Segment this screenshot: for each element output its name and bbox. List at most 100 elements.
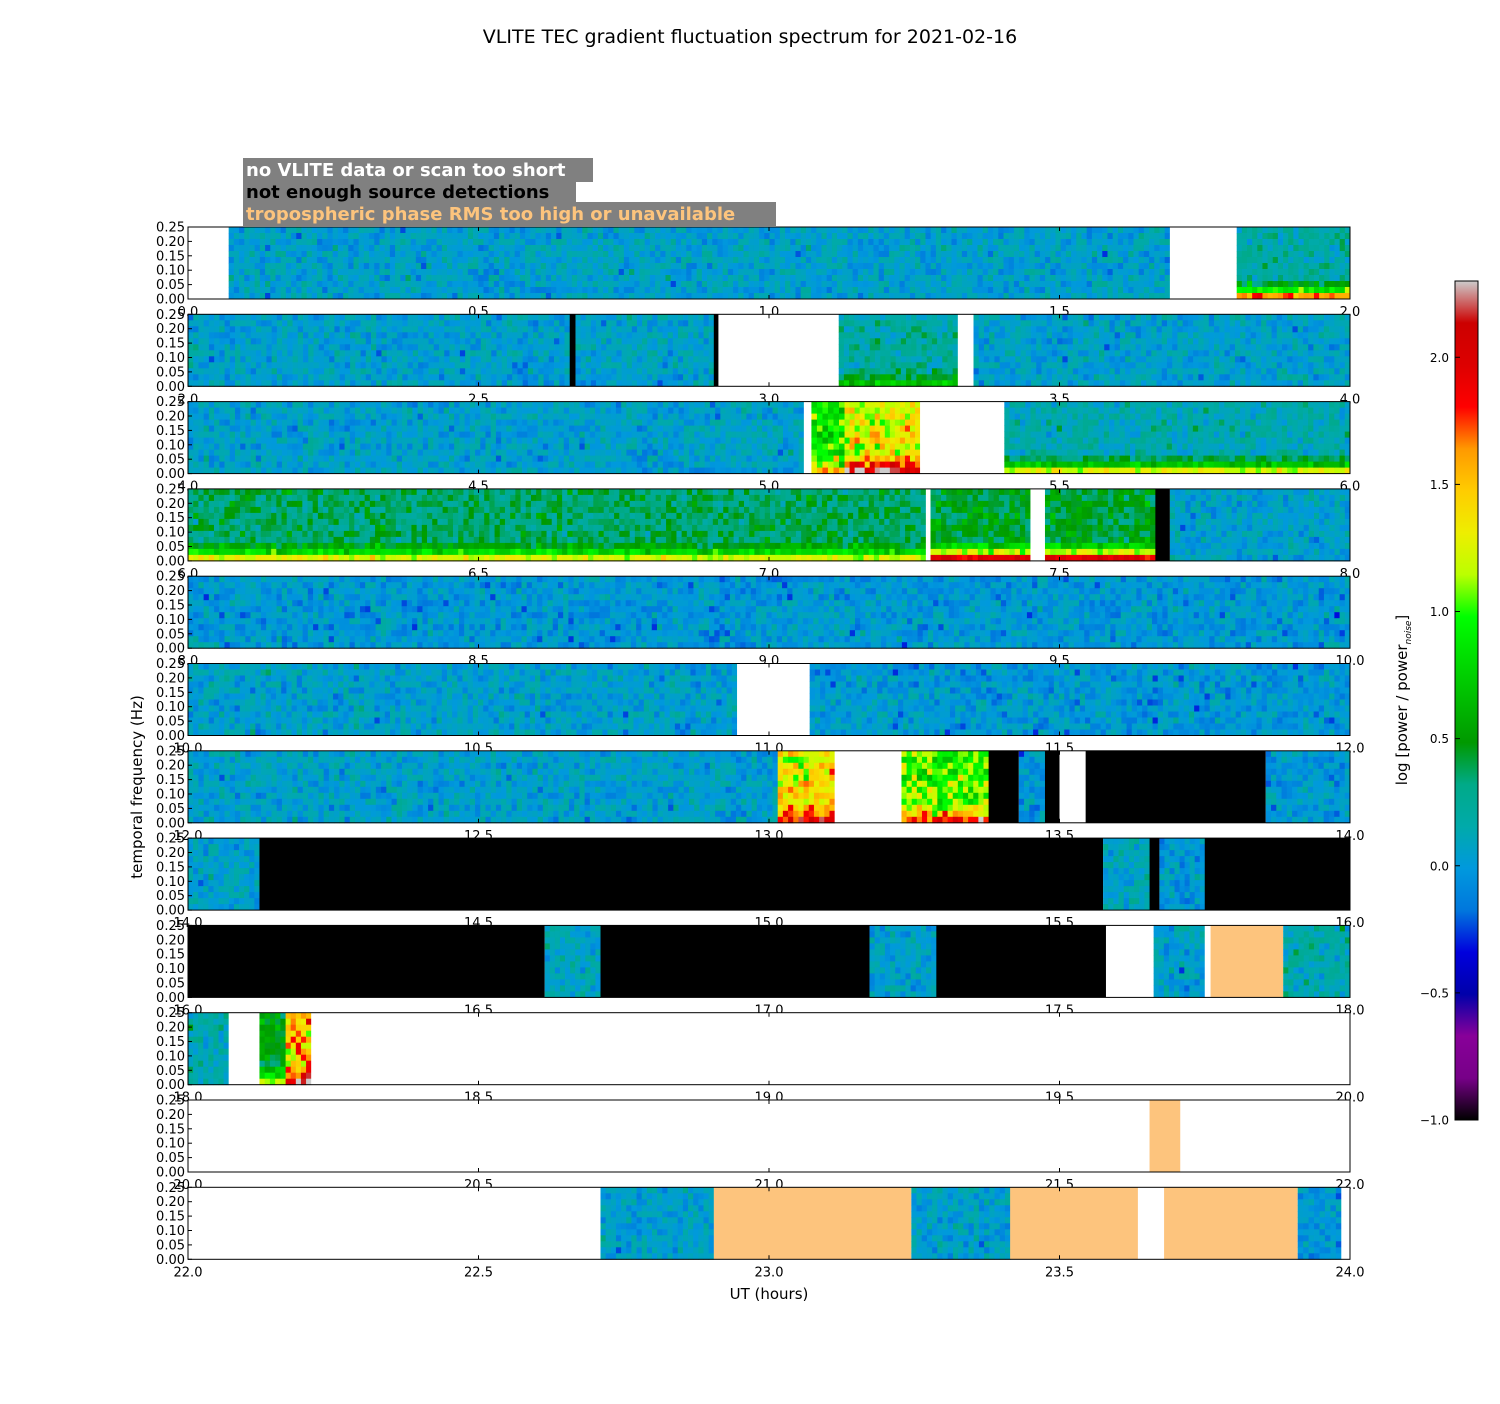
spectrum-cell <box>1092 233 1098 239</box>
spectrum-cell <box>613 287 619 293</box>
spectrum-cell <box>1277 362 1283 368</box>
spectrum-cell <box>541 281 547 287</box>
spectrum-cell <box>591 344 597 350</box>
spectrum-cell <box>847 257 853 263</box>
spectrum-cell <box>1188 338 1194 344</box>
spectrum-cell <box>811 245 817 251</box>
spectrum-cell <box>209 350 215 356</box>
spectrum-cell <box>1055 233 1061 239</box>
spectrum-cell <box>1036 350 1042 356</box>
spectrum-cell <box>1340 344 1346 350</box>
spectrum-cell <box>1040 245 1046 251</box>
spectrum-cell <box>1303 344 1309 350</box>
spectrum-cell <box>364 281 370 287</box>
spectrum-cell <box>683 314 689 320</box>
spectrum-cell <box>617 362 623 368</box>
spectrum-cell <box>663 344 669 350</box>
spectrum-cell <box>1287 368 1293 374</box>
y-tick-label: 0.10 <box>156 264 185 279</box>
spectrum-cell <box>554 314 560 320</box>
spectrum-cell <box>759 233 765 239</box>
spectrum-cell <box>922 332 928 338</box>
spectrum-cell <box>261 332 267 338</box>
spectrum-cell <box>868 275 874 281</box>
spectrum-cell <box>603 257 609 263</box>
spectrum-cell <box>478 263 484 269</box>
spectrum-cell <box>193 432 199 438</box>
spectrum-cell <box>235 456 241 462</box>
spectrum-cell <box>1141 332 1147 338</box>
spectrum-cell <box>385 245 391 251</box>
spectrum-cell <box>308 332 314 338</box>
spectrum-cell <box>486 362 492 368</box>
spectrum-cell <box>418 380 424 386</box>
spectrum-cell <box>327 263 333 269</box>
spectrum-cell <box>1055 275 1061 281</box>
spectrum-cell <box>650 281 656 287</box>
spectrum-cell <box>723 287 729 293</box>
spectrum-cell <box>535 269 541 275</box>
spectrum-cell <box>988 269 994 275</box>
spectrum-cell <box>743 227 749 233</box>
spectrum-cell <box>1113 239 1119 245</box>
spectrum-cell <box>324 344 330 350</box>
spectrum-cell <box>1252 251 1258 257</box>
spectrum-cell <box>523 368 529 374</box>
spectrum-cell <box>811 287 817 293</box>
spectrum-cell <box>1165 281 1171 287</box>
spectrum-cell <box>707 275 713 281</box>
spectrum-cell <box>1183 380 1189 386</box>
spectrum-cell <box>361 344 367 350</box>
spectrum-cell <box>286 281 292 287</box>
spectrum-cell <box>754 227 760 233</box>
spectrum-cell <box>884 257 890 263</box>
spectrum-cell <box>481 350 487 356</box>
spectrum-cell <box>1313 362 1319 368</box>
spectrum-cell <box>465 338 471 344</box>
spectrum-cell <box>334 314 340 320</box>
spectrum-cell <box>577 245 583 251</box>
spectrum-cell <box>920 275 926 281</box>
spectrum-cell <box>951 233 957 239</box>
spectrum-cell <box>1245 380 1251 386</box>
spectrum-cell <box>465 332 471 338</box>
spectrum-cell <box>1154 251 1160 257</box>
spectrum-cell <box>317 281 323 287</box>
spectrum-cell <box>329 314 335 320</box>
spectrum-cell <box>1225 380 1231 386</box>
spectrum-cell <box>1298 356 1304 362</box>
spectrum-cell <box>1251 338 1257 344</box>
spectrum-cell <box>1026 380 1032 386</box>
spectrum-cell <box>1136 374 1142 380</box>
spectrum-cell <box>873 227 879 233</box>
spectrum-cell <box>704 380 710 386</box>
spectrum-cell <box>1251 320 1257 326</box>
spectrum-cell <box>230 344 236 350</box>
spectrum-cell <box>517 344 523 350</box>
spectrum-cell <box>994 344 1000 350</box>
spectrum-cell <box>1003 269 1009 275</box>
spectrum-cell <box>837 263 843 269</box>
spectrum-cell <box>905 245 911 251</box>
spectrum-cell <box>988 251 994 257</box>
spectrum-cell <box>1272 314 1278 320</box>
spectrum-cell <box>198 414 204 420</box>
spectrum-cell <box>1209 332 1215 338</box>
spectrum-cell <box>301 275 307 281</box>
spectrum-cell <box>946 233 952 239</box>
spectrum-cell <box>1235 350 1241 356</box>
spectrum-cell <box>647 320 653 326</box>
spectrum-cell <box>1288 263 1294 269</box>
spectrum-cell <box>345 368 351 374</box>
spectrum-cell <box>1204 374 1210 380</box>
spectrum-cell <box>624 275 630 281</box>
spectrum-cell <box>434 326 440 332</box>
spectrum-cell <box>1026 344 1032 350</box>
spectrum-cell <box>429 374 435 380</box>
spectrum-cell <box>481 332 487 338</box>
spectrum-cell <box>957 275 963 281</box>
spectrum-cell <box>873 293 879 299</box>
spectrum-cell <box>884 281 890 287</box>
spectrum-cell <box>1188 356 1194 362</box>
spectrum-cell <box>219 456 225 462</box>
